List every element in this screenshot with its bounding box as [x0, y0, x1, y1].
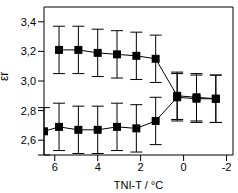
svg-text:2,6: 2,6 — [21, 134, 36, 146]
svg-text:-2: -2 — [222, 161, 230, 173]
svg-text:0: 0 — [181, 161, 187, 173]
svg-text:6: 6 — [52, 161, 58, 173]
svg-text:3,4: 3,4 — [21, 16, 36, 28]
svg-text:2: 2 — [138, 161, 144, 173]
svg-text:εr: εr — [8, 72, 11, 81]
svg-text:2,8: 2,8 — [21, 105, 36, 117]
svg-text:3,0: 3,0 — [21, 75, 36, 87]
svg-text:TNI-T / °C: TNI-T / °C — [114, 179, 163, 191]
svg-text:4: 4 — [95, 161, 101, 173]
svg-text:3,2: 3,2 — [21, 45, 36, 57]
